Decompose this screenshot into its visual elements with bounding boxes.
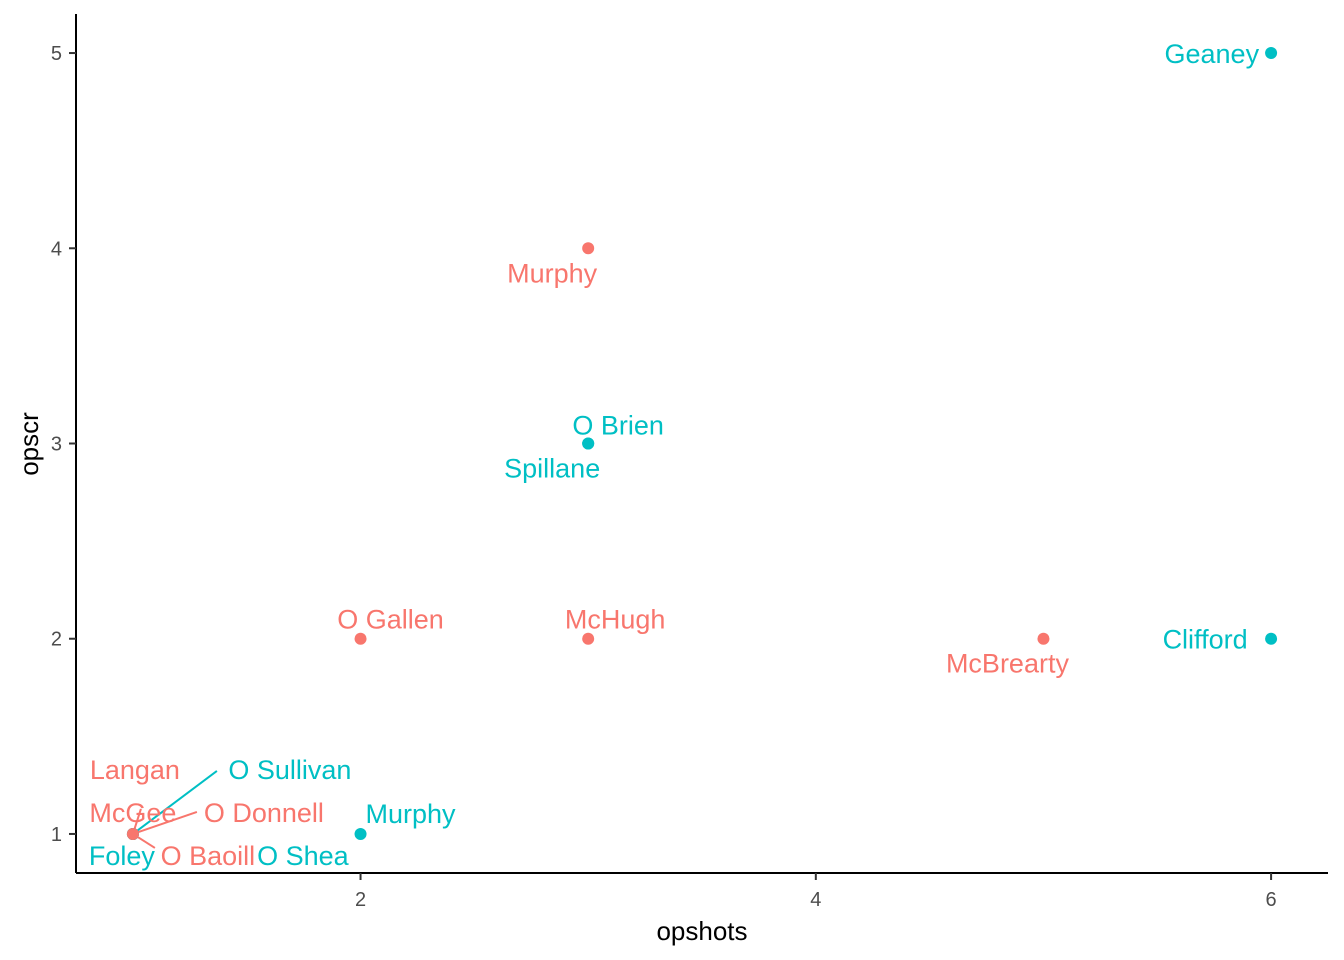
data-point bbox=[1265, 632, 1278, 645]
point-label: McBrearty bbox=[946, 649, 1070, 679]
y-tick-label: 4 bbox=[51, 238, 62, 260]
data-point bbox=[1265, 47, 1278, 60]
point-label: O Donnell bbox=[204, 798, 324, 828]
data-point bbox=[1037, 632, 1050, 645]
y-tick-label: 1 bbox=[51, 824, 62, 846]
point-label: McHugh bbox=[565, 605, 666, 635]
axes bbox=[75, 14, 1328, 874]
data-point bbox=[582, 242, 595, 255]
x-tick-label: 4 bbox=[810, 889, 821, 911]
point-labels: Geaney Murphy O Brien Spillane O Gallen McHug… bbox=[89, 39, 1260, 871]
x-tick-label: 6 bbox=[1266, 889, 1277, 911]
point-label: McGee bbox=[89, 798, 176, 828]
point-label: O Sullivan bbox=[228, 755, 351, 785]
label-leader-line bbox=[132, 811, 198, 835]
point-label: Langan bbox=[90, 755, 180, 785]
y-tick-label: 3 bbox=[51, 434, 62, 456]
x-tick-label: 2 bbox=[355, 889, 366, 911]
data-point bbox=[354, 827, 367, 840]
point-label: Spillane bbox=[504, 454, 600, 484]
point-label: O Gallen bbox=[337, 605, 444, 635]
ticks: 2 4 6 1 2 3 4 5 bbox=[51, 43, 1277, 911]
label-leader-line bbox=[132, 770, 218, 835]
data-point bbox=[354, 632, 367, 645]
point-label: Geaney bbox=[1165, 39, 1260, 69]
point-label: Murphy bbox=[366, 799, 457, 829]
point-label: O Brien bbox=[572, 411, 664, 441]
y-tick-label: 5 bbox=[51, 43, 62, 65]
point-label: Murphy bbox=[507, 258, 598, 288]
point-label: O Shea bbox=[257, 841, 350, 871]
y-axis-title: opscr bbox=[14, 412, 44, 476]
data-point bbox=[582, 437, 595, 450]
x-axis-title: opshots bbox=[656, 916, 747, 946]
point-label: Foley bbox=[89, 841, 156, 871]
data-points bbox=[126, 47, 1278, 840]
data-point bbox=[582, 632, 595, 645]
point-label: Clifford bbox=[1163, 625, 1248, 655]
y-tick-label: 2 bbox=[51, 629, 62, 651]
data-point bbox=[126, 827, 139, 840]
point-label: O Baoill bbox=[161, 841, 256, 871]
